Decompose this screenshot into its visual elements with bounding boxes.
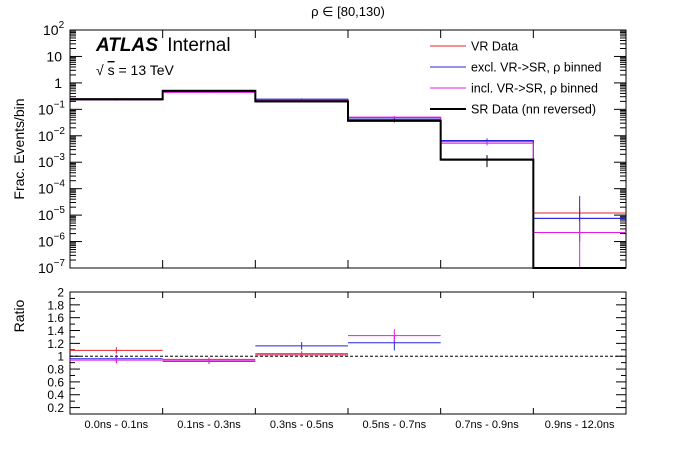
y-tick-label: 10−2 xyxy=(38,126,65,144)
y-tick-label: 10−3 xyxy=(38,152,65,170)
atlas-label-bold: ATLAS xyxy=(95,35,158,56)
y-tick-exponent: −1 xyxy=(54,99,66,110)
ratio-y-tick-label: 0.4 xyxy=(47,388,64,402)
y-tick-exponent: −6 xyxy=(54,232,66,243)
svg-text:ATLAS Internal: ATLAS Internal xyxy=(95,35,231,56)
top-series xyxy=(70,89,626,269)
y-tick-label: 1 xyxy=(54,75,62,91)
category-labels: 0.0ns - 0.1ns 0.1ns - 0.3ns 0.3ns - 0.5ns 0… xyxy=(85,419,615,431)
y-tick-label: 10−7 xyxy=(38,258,65,276)
atlas-label: ATLAS Internal √ s = 13 TeV xyxy=(95,35,231,78)
ratio-y-tick-label: 0.6 xyxy=(47,375,64,389)
atlas-label-normal: Internal xyxy=(167,35,230,56)
ratio-y-tick-label: 1.6 xyxy=(47,311,64,325)
ratio-y-tick-label: 1.4 xyxy=(47,324,64,338)
y-tick-label: 10−4 xyxy=(38,179,65,197)
top-y-axis-label: Frac. Events/bin xyxy=(11,98,27,199)
ratio-y-tick-label: 0.8 xyxy=(47,363,64,377)
ratio-series xyxy=(70,329,441,364)
y-tick-label: 10−5 xyxy=(38,205,65,223)
ratio-series-incl-vr-sr-binned xyxy=(70,329,441,364)
legend-label: excl. VR->SR, ρ binned xyxy=(471,61,601,75)
ratio-frame xyxy=(69,291,627,415)
chart-title: ρ ∈ [80,130) xyxy=(311,4,385,19)
legend-label: VR Data xyxy=(471,40,518,54)
category-label: 0.7ns - 0.9ns xyxy=(455,419,519,431)
energy-root-symbol: √ xyxy=(96,62,104,78)
y-tick-label: 102 xyxy=(43,20,65,38)
y-tick-exponent: −5 xyxy=(54,205,66,216)
ratio-y-axis: 21.81.61.41.210.80.60.40.2 xyxy=(47,286,626,415)
legend-label: incl. VR->SR, ρ binned xyxy=(471,82,598,96)
y-tick-exponent: −4 xyxy=(54,179,66,190)
y-tick-label: 10−6 xyxy=(38,232,65,250)
y-tick-exponent: −2 xyxy=(54,126,66,137)
series-sr-data-nn-reversed- xyxy=(70,89,626,269)
ratio-y-tick-label: 1.2 xyxy=(47,337,64,351)
category-label: 0.5ns - 0.7ns xyxy=(363,419,427,431)
category-label: 0.3ns - 0.5ns xyxy=(270,419,334,431)
y-tick-label: 10−1 xyxy=(38,99,65,117)
ratio-panel: 21.81.61.41.210.80.60.40.2 Ratio 0.0ns -… xyxy=(11,286,627,431)
energy-sqrt-arg: s xyxy=(108,62,115,78)
legend: VR Data excl. VR->SR, ρ binned incl. VR->S… xyxy=(430,40,601,117)
ratio-y-tick-label: 1 xyxy=(57,350,64,364)
ratio-y-tick-label: 2 xyxy=(57,286,64,300)
ratio-y-tick-label: 0.2 xyxy=(47,401,64,415)
histogram-line xyxy=(70,89,626,269)
top-y-axis: 102 10 1 10−1 10−2 10−3 10−4 10−5 10−6 10−7 xyxy=(38,20,626,276)
ratio-x-axis xyxy=(69,292,627,414)
legend-label: SR Data (nn reversed) xyxy=(471,103,596,117)
y-tick-exponent: −7 xyxy=(54,258,66,269)
ratio-y-tick-label: 1.8 xyxy=(47,298,64,312)
category-label: 0.9ns - 12.0ns xyxy=(545,419,615,431)
svg-text:√ s = 13 TeV: √ s = 13 TeV xyxy=(96,62,175,78)
category-label: 0.1ns - 0.3ns xyxy=(177,419,241,431)
y-tick-exponent: 2 xyxy=(59,20,65,31)
top-panel: 102 10 1 10−1 10−2 10−3 10−4 10−5 10−6 10−7 Frac.… xyxy=(11,20,627,276)
y-tick-label: 10 xyxy=(46,48,62,64)
ratio-y-axis-label: Ratio xyxy=(11,299,27,332)
category-label: 0.0ns - 0.1ns xyxy=(85,419,149,431)
energy-value: = 13 TeV xyxy=(118,62,174,78)
y-tick-exponent: −3 xyxy=(54,152,66,163)
